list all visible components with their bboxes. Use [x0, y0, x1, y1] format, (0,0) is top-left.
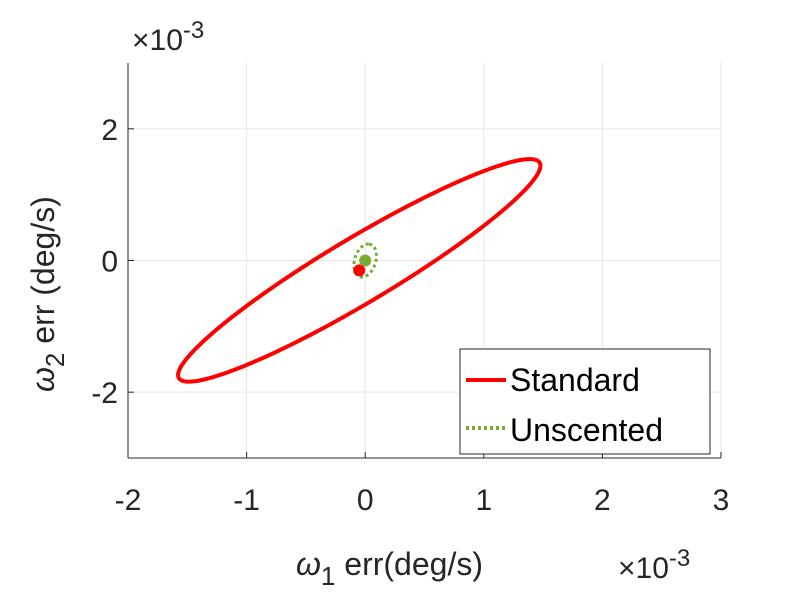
- x-tick-label: 3: [713, 484, 730, 517]
- series-layer: [176, 157, 543, 384]
- legend-box: [459, 348, 711, 455]
- y-tick-label: -2: [91, 377, 118, 410]
- y-tick-label: 2: [101, 114, 118, 147]
- x-tick-label: -1: [233, 484, 260, 517]
- x-tick-label: 1: [475, 484, 492, 517]
- x-axis-label: ω1 err(deg/s): [296, 546, 483, 591]
- legend-entry-standard: Standard: [510, 362, 640, 398]
- tick-labels: -2 -1 0 1 2 3 -2 0 2: [91, 114, 729, 517]
- y-axis-label: ω2 err (deg/s): [25, 196, 70, 392]
- x-tick-label: -2: [115, 484, 142, 517]
- x-tick-label: 2: [594, 484, 611, 517]
- x-tick-label: 0: [357, 484, 374, 517]
- x-exponent-label: ×10-3: [618, 545, 690, 585]
- series-unscented-ellipse: [352, 242, 378, 279]
- series-unscented-center-point: [359, 254, 372, 267]
- legend-entry-unscented: Unscented: [510, 412, 663, 448]
- series-standard-ellipse: [176, 157, 543, 384]
- y-exponent-label: ×10-3: [132, 17, 204, 57]
- series-standard-center-point: [353, 264, 366, 277]
- legend: Standard Unscented: [459, 348, 711, 455]
- grid-lines: [127, 63, 722, 458]
- tick-marks: [127, 128, 722, 458]
- y-tick-label: 0: [101, 246, 118, 279]
